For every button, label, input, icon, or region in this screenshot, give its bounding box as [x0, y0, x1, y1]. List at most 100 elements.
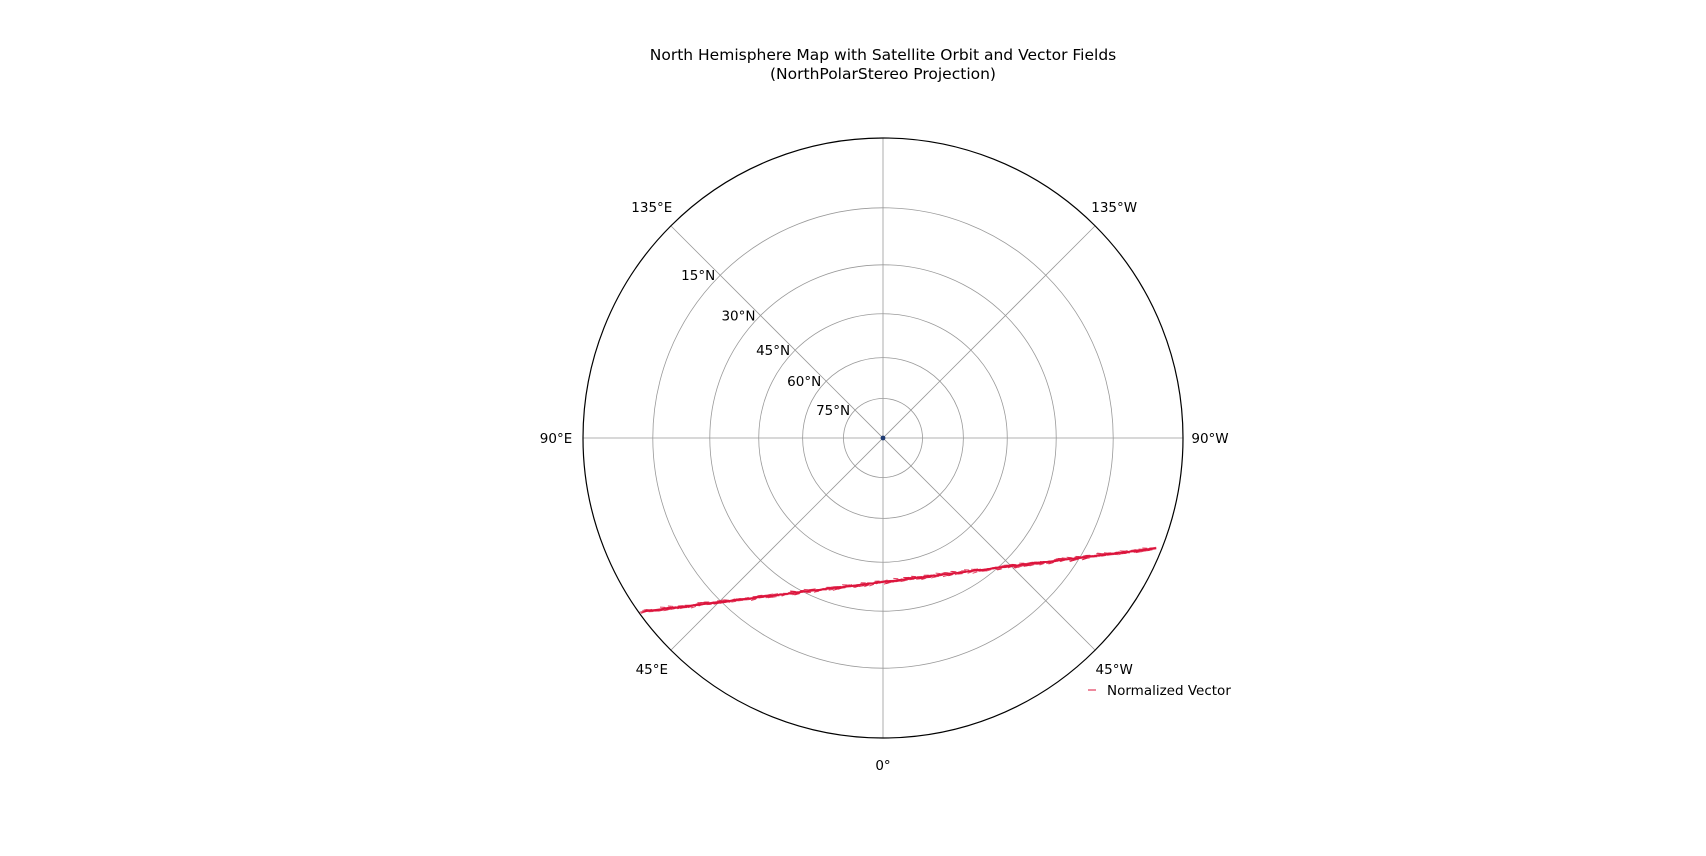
vector-arrow — [1097, 552, 1103, 555]
vector-arrow — [1066, 556, 1072, 559]
vector-arrow — [972, 571, 978, 574]
vector-arrow — [680, 606, 686, 610]
vector-arrow — [978, 570, 984, 572]
vector-arrow — [813, 590, 820, 593]
vector-arrow — [1130, 549, 1136, 551]
vector-arrow — [639, 610, 645, 613]
vector-arrow — [664, 608, 670, 610]
vector-arrow — [787, 591, 794, 594]
vector-arrow — [1081, 557, 1087, 561]
vector-arrow — [967, 571, 973, 574]
vector-arrow — [1071, 557, 1077, 560]
vector-arrow — [640, 611, 646, 614]
vector-arrow — [792, 593, 798, 596]
vector-arrow — [869, 583, 875, 587]
vector-arrow — [1007, 565, 1013, 569]
vector-arrow — [862, 582, 869, 586]
vector-arrow — [718, 600, 724, 603]
vector-field — [639, 546, 1157, 614]
lat-label: 60°N — [787, 374, 821, 390]
vector-arrow — [1068, 559, 1074, 562]
lat-label: 30°N — [721, 309, 755, 325]
vector-arrow — [1048, 562, 1054, 565]
vector-arrow — [990, 567, 997, 570]
vector-arrow — [773, 593, 779, 595]
data-layer — [639, 435, 1157, 614]
vector-arrow — [1103, 552, 1110, 554]
vector-arrow — [768, 593, 774, 596]
vector-arrow — [682, 605, 688, 608]
vector-arrow — [1098, 554, 1104, 557]
vector-arrow — [950, 571, 956, 573]
vector-arrow — [975, 569, 981, 572]
vector-arrow — [1016, 564, 1022, 566]
vector-arrow — [1069, 559, 1075, 563]
title-line-2: (NorthPolarStereo Projection) — [770, 65, 996, 83]
vector-arrow — [1118, 552, 1124, 556]
vector-arrow — [663, 609, 669, 612]
legend-label-normalized-vector: Normalized Vector — [1107, 683, 1231, 699]
lat-label: 15°N — [681, 268, 715, 284]
map-boundary — [582, 137, 1184, 739]
vector-arrow — [935, 572, 941, 575]
vector-arrow — [884, 581, 890, 584]
longitude-labels: 0° 45°E 90°E 135°E 45°W 90°W 135°W — [540, 200, 1229, 774]
vector-arrow — [921, 577, 927, 581]
vector-arrow — [931, 576, 937, 579]
vector-arrow — [954, 572, 960, 576]
vector-arrow — [942, 574, 948, 578]
vector-arrow — [722, 599, 728, 601]
vector-arrow — [1089, 556, 1095, 558]
lon-label: 135°W — [1091, 200, 1137, 216]
vector-arrow — [1039, 562, 1045, 566]
vector-arrow — [750, 598, 757, 601]
north-pole-marker — [880, 435, 886, 441]
vector-arrow — [662, 607, 668, 610]
latitude-labels: 15°N 30°N 45°N 60°N 75°N — [681, 268, 850, 419]
vector-arrow — [806, 591, 812, 594]
vector-arrow — [738, 599, 744, 602]
vector-arrow — [1013, 565, 1019, 568]
vector-arrow — [715, 600, 721, 604]
lon-label: 90°E — [540, 431, 572, 447]
vector-arrow — [1132, 550, 1138, 553]
vector-arrow — [720, 601, 726, 604]
title-line-1: North Hemisphere Map with Satellite Orbi… — [650, 46, 1116, 64]
vector-arrow — [1140, 550, 1146, 553]
vector-arrow — [670, 608, 676, 611]
vector-arrow — [1107, 553, 1113, 556]
vector-arrow — [765, 596, 771, 599]
vector-arrow — [1053, 558, 1059, 561]
vector-arrow — [781, 593, 787, 597]
vector-arrow — [1026, 561, 1032, 564]
lon-label: 0° — [875, 758, 890, 774]
lon-label: 135°E — [631, 200, 672, 216]
vector-arrow — [900, 580, 906, 583]
vector-arrow — [731, 600, 737, 603]
vector-arrow — [1061, 557, 1067, 559]
lon-label: 45°E — [636, 662, 668, 678]
lat-label: 45°N — [756, 343, 790, 359]
vector-arrow — [916, 577, 922, 580]
vector-arrow — [661, 607, 667, 610]
vector-arrow — [1012, 566, 1018, 569]
vector-arrow — [690, 605, 697, 609]
vector-arrow — [714, 600, 720, 603]
legend: Normalized Vector — [1088, 683, 1231, 699]
vector-arrow — [1133, 551, 1139, 553]
vector-arrow — [1046, 561, 1052, 565]
vector-arrow — [758, 596, 764, 599]
vector-arrow — [1074, 556, 1080, 558]
vector-arrow — [909, 578, 915, 581]
vector-arrow — [1059, 559, 1066, 563]
vector-arrow — [642, 609, 648, 611]
vector-arrow — [832, 588, 838, 591]
vector-arrow — [883, 582, 889, 585]
vector-arrow — [941, 572, 947, 574]
vector-arrow — [873, 581, 879, 583]
lon-label: 90°W — [1191, 431, 1228, 447]
lon-label: 45°W — [1096, 662, 1133, 678]
vector-arrow — [828, 588, 834, 591]
